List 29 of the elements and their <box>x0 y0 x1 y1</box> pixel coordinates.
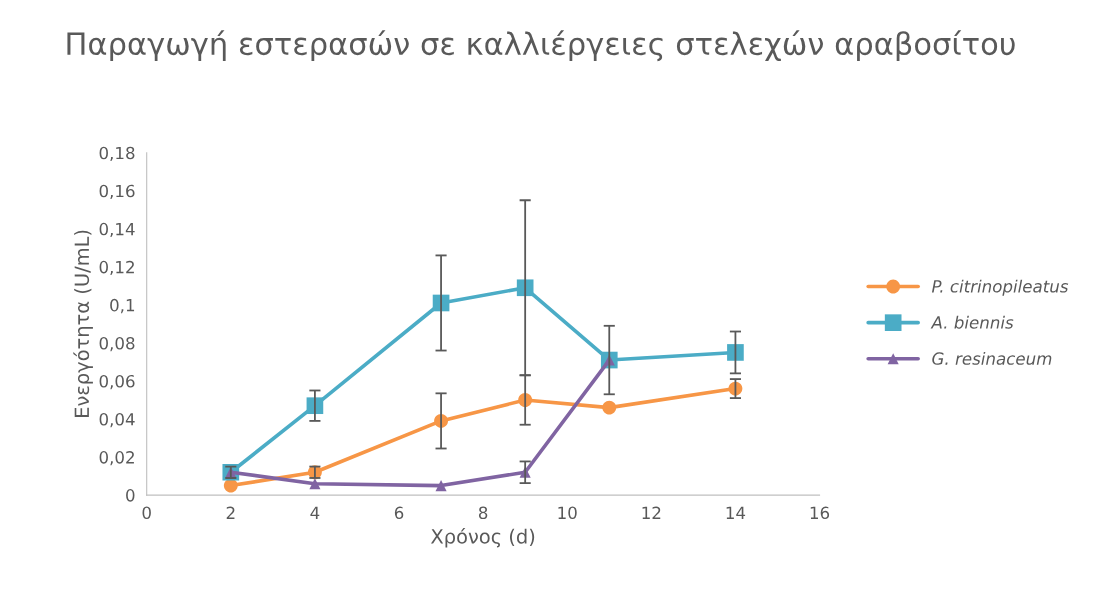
y-axis-title: Ενεργότητα (U/mL) <box>73 230 93 417</box>
x-tick-label: 2 <box>226 506 235 519</box>
y-tick-label: 0,18 <box>99 146 135 161</box>
x-tick-label: 0 <box>142 506 151 520</box>
point <box>727 344 744 361</box>
legend-label: G. resinaceum <box>932 351 1052 365</box>
x-tick-label: 4 <box>310 506 320 519</box>
y-tick-label: 0,02 <box>99 451 134 466</box>
x-tick-label: 6 <box>394 506 404 520</box>
y-tick-label: 0,06 <box>99 374 135 390</box>
x-tick-label: 16 <box>810 506 830 520</box>
x-tick-label: 10 <box>558 506 577 520</box>
y-tick-label: 0,1 <box>110 298 135 314</box>
y-tick-label: 0,04 <box>99 412 135 428</box>
x-tick-label: 14 <box>726 506 746 519</box>
x-tick-label: 12 <box>642 506 661 519</box>
y-tick-label: 0,14 <box>99 222 135 238</box>
y-tick-label: 0 <box>126 489 135 502</box>
point <box>602 400 617 415</box>
x-tick-label: 8 <box>478 506 488 520</box>
point <box>309 478 321 490</box>
y-tick-label: 0,16 <box>99 184 135 200</box>
point <box>435 480 447 492</box>
legend-label: A. biennis <box>930 315 1014 329</box>
legend-label: P. citrinopileatus <box>931 279 1069 296</box>
y-tick-label: 0,08 <box>99 336 135 352</box>
x-axis-title: Χρόνος (d) <box>430 527 535 548</box>
chart-title: Παραγωγή εστερασών σε καλλιέργειες στελεχών αραβοσίτου <box>67 30 1015 62</box>
y-tick-label: 0,12 <box>99 260 134 276</box>
